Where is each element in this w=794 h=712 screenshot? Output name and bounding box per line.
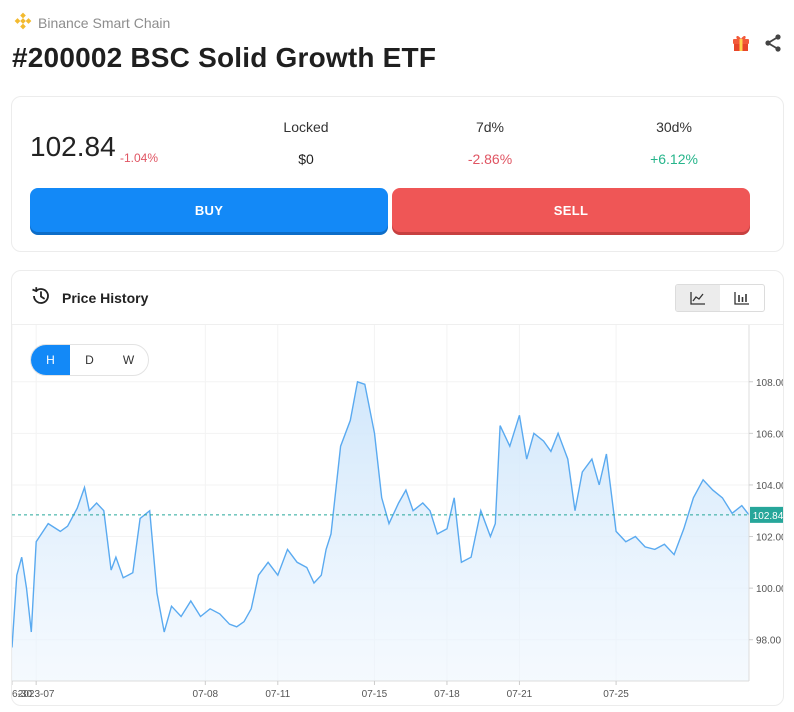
sell-button[interactable]: SELL [392, 188, 750, 232]
timeframe-d[interactable]: D [85, 353, 94, 367]
chart-mode-toggle [675, 284, 765, 312]
price-area [12, 381, 749, 681]
buy-button[interactable]: BUY [30, 188, 388, 232]
bar-chart-icon[interactable] [720, 285, 764, 311]
d7-value: -2.86% [467, 151, 513, 167]
locked-label: Locked [283, 119, 329, 135]
x-tick-label: 07-08 [193, 689, 219, 700]
x-tick-label: 07-11 [265, 689, 290, 700]
header-divider [12, 324, 783, 325]
x-tick-label: 2023-07 [18, 689, 55, 700]
x-tick-label: 07-25 [603, 689, 629, 700]
y-tick-label: 98.00 [756, 636, 781, 647]
price-line [12, 380, 750, 648]
chain-badge[interactable]: Binance Smart Chain [14, 12, 170, 34]
locked-stat: Locked $0 [236, 117, 376, 169]
timeframe-h[interactable]: H [31, 345, 70, 375]
y-tick-label: 102.00 [756, 533, 784, 544]
d7-label: 7d% [475, 119, 505, 135]
y-tick-label: 104.00 [756, 481, 784, 492]
y-tick-label: 106.00 [756, 429, 784, 440]
price-history-card: Price History H D W [11, 270, 784, 706]
x-tick-label: 07-15 [362, 689, 388, 700]
bnb-logo-icon [14, 12, 32, 35]
x-tick-label: 07-21 [507, 689, 533, 700]
current-price-tag-label: 102.84 [753, 511, 784, 522]
share-icon[interactable] [762, 32, 784, 54]
price-change: -1.04% [120, 151, 159, 165]
d7-stat: 7d% -2.86% [420, 117, 560, 169]
y-tick-label: 108.00 [756, 378, 784, 389]
x-tick-label: 07-18 [434, 689, 460, 700]
price-history-title: Price History [62, 290, 149, 306]
chain-label: Binance Smart Chain [38, 15, 171, 31]
current-price: 102.84 [30, 131, 116, 162]
history-icon [30, 285, 52, 312]
locked-value: $0 [298, 151, 314, 167]
timeframe-selector: H D W [30, 344, 149, 376]
header-actions [730, 32, 784, 54]
line-chart-icon[interactable] [676, 285, 720, 311]
page-title: #200002 BSC Solid Growth ETF [12, 42, 437, 73]
stats-card: 102.84 -1.04% Locked $0 7d% -2.86% 30d% … [11, 96, 784, 252]
timeframe-w[interactable]: W [122, 353, 135, 367]
d30-label: 30d% [656, 119, 692, 135]
d30-value: +6.12% [650, 151, 698, 167]
d30-stat: 30d% +6.12% [604, 117, 744, 169]
current-price-tag [750, 506, 783, 523]
price-chart[interactable]: 98.00 100.00 102.00 104.00 106.00 108.00 6-30… [12, 325, 784, 705]
gift-icon[interactable] [730, 32, 752, 54]
price-history-header: Price History [30, 285, 149, 312]
x-tick-label: 6-30 [12, 689, 32, 700]
y-tick-label: 100.00 [756, 584, 784, 595]
